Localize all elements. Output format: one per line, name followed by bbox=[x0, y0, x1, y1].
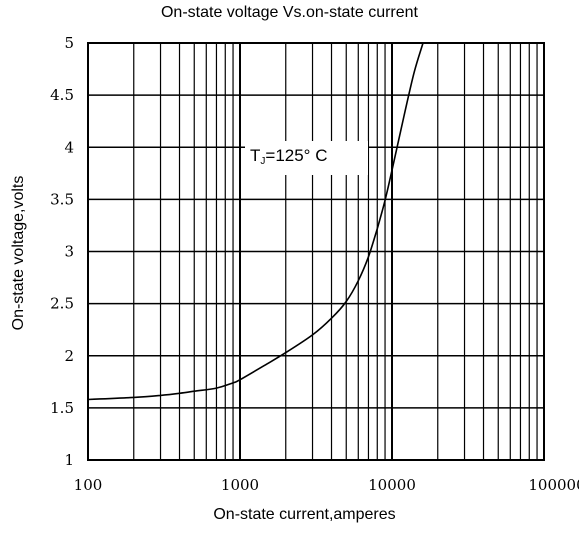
annotation-rest: =125° C bbox=[265, 146, 328, 165]
plot-frame bbox=[87, 42, 545, 461]
tick-labels: 100 1000 10000 100000 1 1.5 2 2.5 3 3.5 4 4.5 5 bbox=[50, 34, 579, 494]
x-tick-label: 1000 bbox=[221, 476, 259, 494]
y-tick-label: 4 bbox=[64, 138, 74, 156]
y-tick-label: 3 bbox=[64, 243, 74, 261]
y-tick-label: 2.5 bbox=[50, 295, 74, 313]
y-tick-label: 1 bbox=[64, 451, 74, 469]
chart-title: On-state voltage Vs.on-state current bbox=[160, 4, 418, 21]
voltage-current-curve bbox=[87, 42, 424, 401]
annotation-main: T bbox=[250, 146, 261, 165]
y-tick-label: 5 bbox=[64, 34, 74, 52]
annotation-background bbox=[245, 141, 368, 175]
y-tick-label: 2 bbox=[64, 347, 74, 365]
x-axis-label: On-state current,amperes bbox=[213, 506, 396, 523]
grid bbox=[87, 42, 545, 461]
annotation-subscript: J bbox=[260, 156, 266, 167]
x-tick-label: 100 bbox=[74, 476, 103, 494]
x-tick-label: 10000 bbox=[368, 476, 416, 494]
y-tick-label: 4.5 bbox=[50, 86, 74, 104]
y-tick-label: 1.5 bbox=[50, 399, 74, 417]
temperature-annotation: TJ=125° C bbox=[250, 146, 327, 167]
y-tick-label: 3.5 bbox=[50, 190, 74, 208]
series-curve bbox=[87, 42, 424, 401]
x-tick-label: 100000 bbox=[528, 476, 579, 494]
